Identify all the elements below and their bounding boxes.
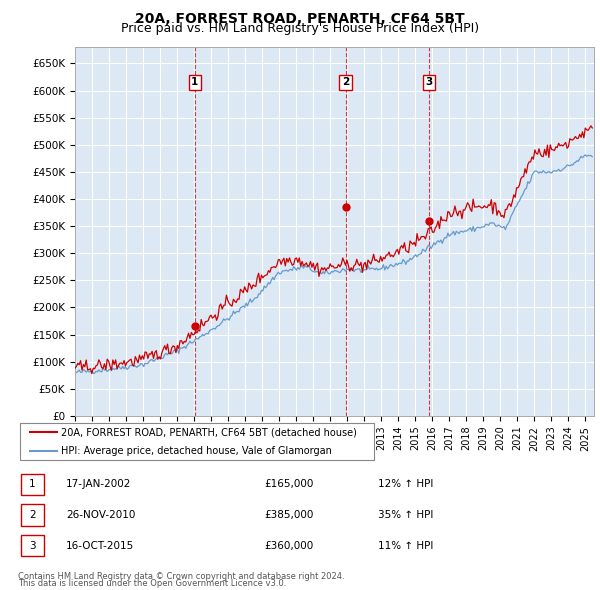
- Text: 11% ↑ HPI: 11% ↑ HPI: [378, 541, 433, 550]
- FancyBboxPatch shape: [20, 423, 374, 460]
- Text: This data is licensed under the Open Government Licence v3.0.: This data is licensed under the Open Gov…: [18, 579, 286, 588]
- Text: 3: 3: [425, 77, 433, 87]
- Text: 2: 2: [342, 77, 349, 87]
- Text: 1: 1: [191, 77, 199, 87]
- Text: £165,000: £165,000: [264, 480, 313, 489]
- Text: 26-NOV-2010: 26-NOV-2010: [66, 510, 136, 520]
- Text: 20A, FORREST ROAD, PENARTH, CF64 5BT (detached house): 20A, FORREST ROAD, PENARTH, CF64 5BT (de…: [61, 427, 357, 437]
- Text: Contains HM Land Registry data © Crown copyright and database right 2024.: Contains HM Land Registry data © Crown c…: [18, 572, 344, 581]
- Text: 2: 2: [29, 510, 36, 520]
- Text: 3: 3: [29, 541, 36, 550]
- Text: £385,000: £385,000: [264, 510, 313, 520]
- Text: 12% ↑ HPI: 12% ↑ HPI: [378, 480, 433, 489]
- Text: Price paid vs. HM Land Registry's House Price Index (HPI): Price paid vs. HM Land Registry's House …: [121, 22, 479, 35]
- Text: 20A, FORREST ROAD, PENARTH, CF64 5BT: 20A, FORREST ROAD, PENARTH, CF64 5BT: [135, 12, 465, 26]
- Text: HPI: Average price, detached house, Vale of Glamorgan: HPI: Average price, detached house, Vale…: [61, 447, 332, 456]
- Text: 17-JAN-2002: 17-JAN-2002: [66, 480, 131, 489]
- Text: £360,000: £360,000: [264, 541, 313, 550]
- Text: 1: 1: [29, 480, 36, 489]
- Text: 16-OCT-2015: 16-OCT-2015: [66, 541, 134, 550]
- Text: 35% ↑ HPI: 35% ↑ HPI: [378, 510, 433, 520]
